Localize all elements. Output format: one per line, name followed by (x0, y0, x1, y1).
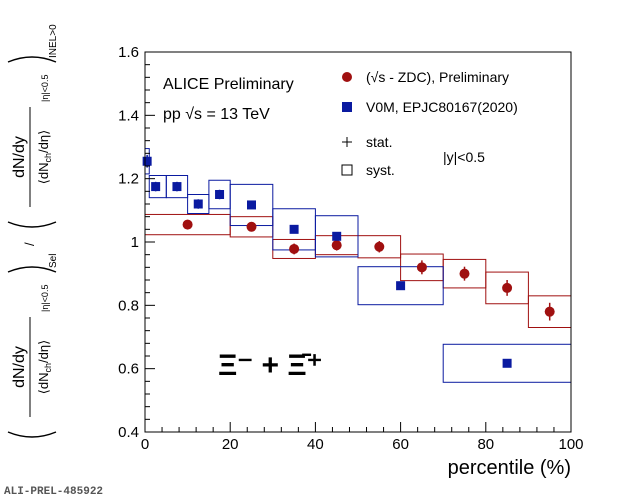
data-point-v0m (142, 156, 152, 166)
data-point-v0m (151, 182, 161, 192)
y-title-paren-right-2 (7, 56, 57, 63)
y-title-subscript-inel: INEL>0 (48, 24, 59, 58)
data-point-v0m (332, 231, 342, 241)
legend-label-stat: stat. (366, 134, 392, 150)
y-axis-title: dN/dy ⟨dNch/dη⟩ |η|<0.5 Sel / dN/dy ⟨dNc… (7, 24, 59, 438)
y-title-denominator-1: ⟨dNch/dη⟩ (36, 340, 53, 394)
data-point-zdc (246, 221, 257, 232)
y-title-subscript-eta-2: |η|<0.5 (40, 75, 50, 102)
legend-label-zdc: (√s - ZDC), Preliminary (366, 69, 509, 85)
legend: (√s - ZDC), Preliminary V0M, EPJC80167(2… (341, 69, 518, 178)
data-point-zdc (289, 243, 300, 254)
y-tick-label: 1 (131, 234, 139, 251)
data-point-zdc (331, 240, 342, 251)
data-point-v0m (289, 224, 299, 234)
y-tick-label: 1.4 (118, 107, 139, 124)
x-tick-label: 100 (558, 436, 583, 453)
legend-marker-zdc (342, 72, 352, 82)
systematic-boxes-layer (144, 148, 572, 383)
syst-box-v0m (357, 266, 444, 306)
y-tick-label: 0.4 (118, 424, 139, 441)
data-point-zdc (416, 262, 427, 273)
syst-box-zdc (485, 271, 529, 305)
particle-label: Ξ⁻ + Ξ̄⁺ (218, 349, 322, 382)
legend-marker-v0m (342, 102, 352, 112)
y-title-denominator-2: ⟨dNch/dη⟩ (36, 130, 53, 184)
y-title-subscript-eta-1: |η|<0.5 (40, 285, 50, 312)
y-tick-label: 1.2 (118, 171, 139, 188)
data-points-layer (142, 154, 555, 368)
x-tick-label: 0 (141, 436, 149, 453)
rapidity-label: |y|<0.5 (443, 149, 485, 165)
x-tick-label: 60 (392, 436, 409, 453)
x-tick-label: 20 (222, 436, 239, 453)
y-title-numerator-2: dN/dy (11, 136, 28, 178)
data-point-zdc (374, 241, 385, 252)
data-point-v0m (215, 190, 225, 199)
y-title-paren-left-1 (7, 431, 57, 438)
y-title-divide: / (22, 242, 37, 246)
data-point-v0m (172, 182, 182, 192)
syst-box-v0m (165, 175, 189, 199)
system-label: pp √s = 13 TeV (163, 106, 270, 123)
syst-box-v0m (314, 215, 359, 258)
y-tick-label: 0.6 (118, 361, 139, 378)
legend-label-syst: syst. (366, 162, 395, 178)
x-tick-label: 40 (307, 436, 324, 453)
y-tick-label: 0.8 (118, 297, 139, 314)
y-title-paren-left-2 (7, 221, 57, 228)
y-title-subscript-sel: Sel (48, 254, 59, 268)
data-point-v0m (502, 358, 512, 368)
x-axis-title: percentile (%) (448, 457, 571, 479)
x-tick-label: 80 (477, 436, 494, 453)
data-point-zdc (502, 282, 513, 293)
data-point-v0m (247, 200, 256, 210)
axes-layer: 0 20 40 60 80 100 0.4 0.6 0.8 1 1.2 1.4 1.6 (118, 44, 583, 453)
y-title-paren-right-1 (7, 266, 57, 273)
data-point-v0m (193, 199, 203, 209)
data-point-zdc (459, 268, 470, 279)
data-point-v0m (396, 281, 406, 291)
figure-id: ALI-PREL-485922 (4, 486, 104, 498)
legend-marker-syst (341, 164, 353, 176)
y-tick-label: 1.6 (118, 44, 139, 61)
data-point-zdc (544, 306, 555, 317)
y-title-numerator-1: dN/dy (11, 346, 28, 388)
collaboration-label: ALICE Preliminary (163, 76, 294, 93)
data-point-zdc (182, 219, 193, 230)
legend-marker-stat (342, 137, 352, 147)
legend-label-v0m: V0M, EPJC80167(2020) (366, 99, 518, 115)
